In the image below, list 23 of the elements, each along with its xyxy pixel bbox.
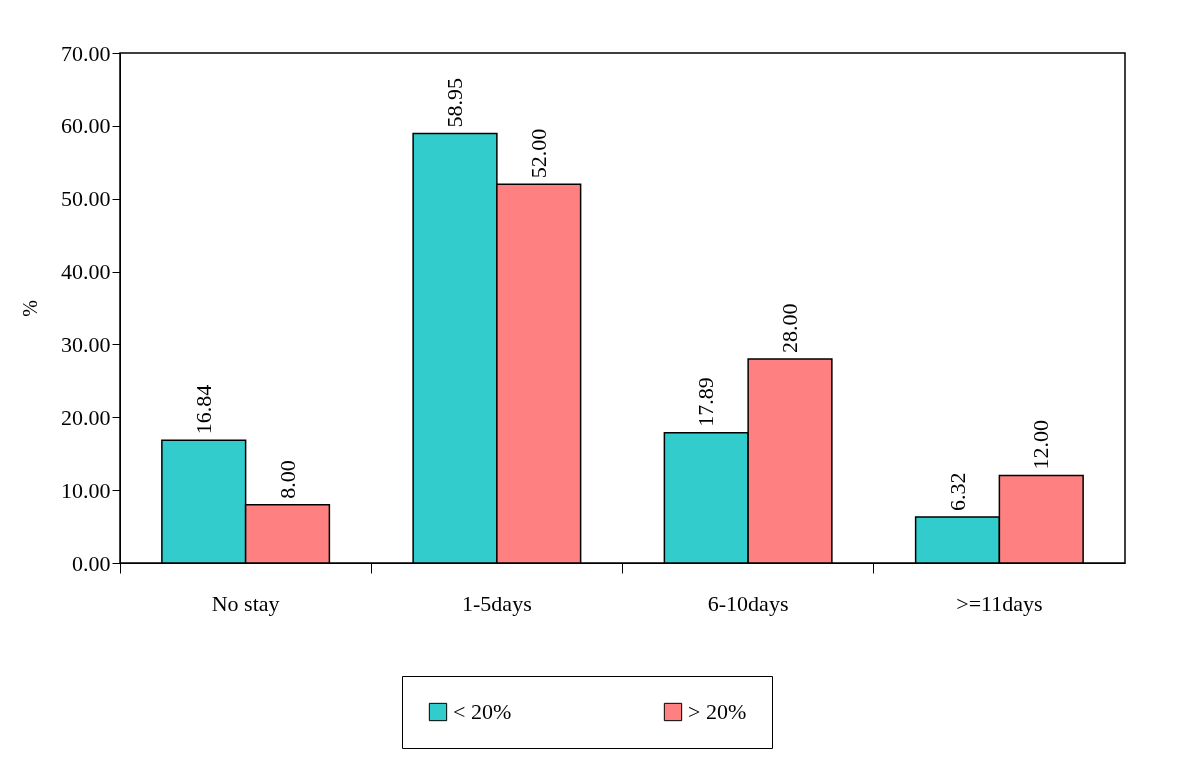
- y-tick-label: 30.00: [61, 331, 111, 357]
- y-tick-label: 70.00: [61, 40, 111, 66]
- x-tick-label: 1-5days: [462, 590, 532, 616]
- legend-label: > 20%: [688, 699, 747, 724]
- y-tick-label: 20.00: [61, 404, 111, 430]
- data-label: 28.00: [777, 303, 802, 353]
- x-tick-label: 6-10days: [707, 590, 789, 616]
- data-label: 17.89: [693, 377, 719, 427]
- x-tick-label: No stay: [211, 590, 280, 616]
- x-tick-label: >=11days: [956, 590, 1043, 616]
- data-label: 6.32: [944, 472, 970, 511]
- y-tick-label: 40.00: [61, 259, 111, 285]
- y-tick-label: 0.00: [72, 550, 111, 576]
- data-label: 52.00: [525, 128, 551, 179]
- y-tick-label: 50.00: [61, 186, 111, 212]
- y-tick-label: 10.00: [61, 477, 111, 503]
- data-label: 12.00: [1028, 420, 1054, 470]
- y-axis-title: %: [19, 300, 41, 317]
- y-tick-label: 60.00: [61, 113, 111, 139]
- data-label: 8.00: [274, 460, 300, 499]
- legend-label: < 20%: [453, 699, 512, 724]
- data-label: 16.84: [190, 384, 216, 435]
- data-label: 58.95: [442, 78, 467, 128]
